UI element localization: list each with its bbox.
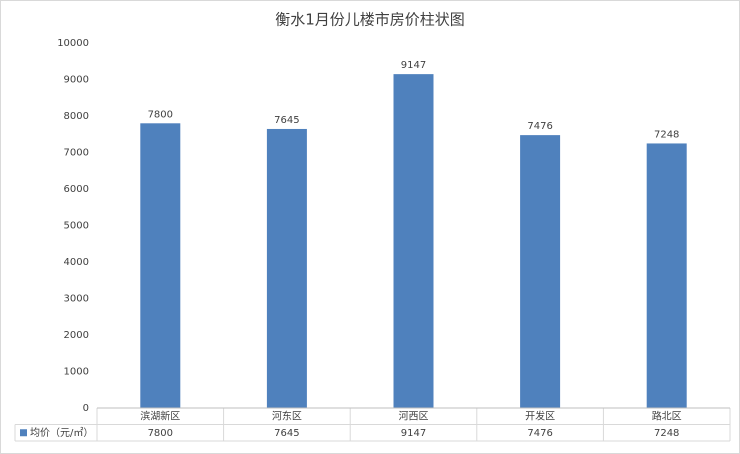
bar (393, 74, 434, 409)
table-value: 9147 (401, 428, 426, 439)
y-tick-label: 6000 (64, 184, 89, 195)
x-tick-label: 河西区 (399, 410, 429, 422)
x-tick-label: 滨湖新区 (140, 409, 180, 422)
y-tick-label: 3000 (64, 294, 89, 305)
legend-swatch (20, 429, 27, 437)
x-tick-label: 河东区 (272, 409, 302, 422)
y-tick-label: 8000 (64, 111, 89, 122)
y-tick-label: 5000 (64, 221, 89, 232)
y-tick-label: 0 (83, 403, 89, 414)
chart-title: 衡水1月份儿楼市房价柱状图 (275, 11, 465, 29)
table-value: 7800 (148, 428, 173, 439)
bar (266, 128, 307, 408)
table-value: 7645 (274, 428, 299, 439)
bar (646, 143, 687, 408)
table-value: 7248 (654, 428, 679, 439)
data-label: 7645 (274, 115, 299, 126)
bar (140, 123, 181, 409)
table-value: 7476 (527, 428, 552, 439)
data-label: 7476 (527, 121, 552, 132)
y-tick-label: 4000 (64, 257, 89, 268)
legend-label: 均价（元/㎡） (30, 427, 93, 439)
y-tick-label: 2000 (64, 330, 89, 341)
y-tick-label: 7000 (64, 148, 89, 159)
y-tick-label: 10000 (57, 38, 89, 49)
bar (520, 135, 561, 408)
data-label: 9147 (401, 60, 426, 71)
data-label: 7248 (654, 129, 679, 140)
x-tick-label: 路北区 (652, 409, 682, 422)
x-tick-label: 开发区 (525, 409, 555, 422)
y-tick-label: 9000 (64, 75, 89, 86)
data-label: 7800 (148, 109, 173, 120)
y-tick-label: 1000 (64, 367, 89, 378)
